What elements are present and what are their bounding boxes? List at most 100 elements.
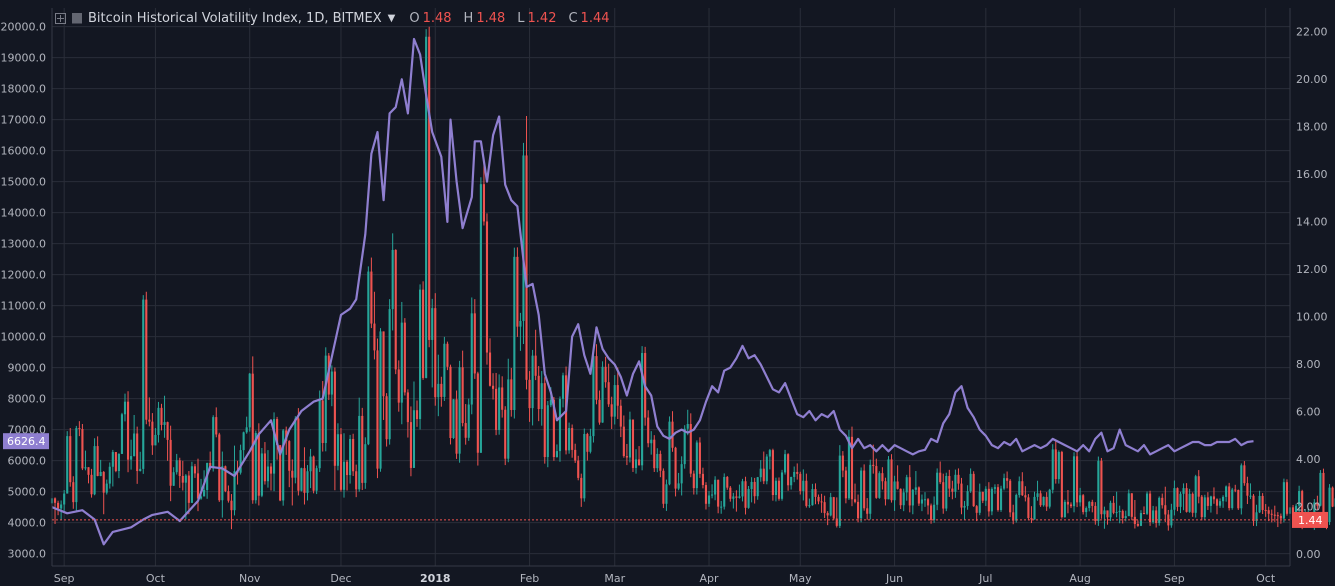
low-value: 1.42 — [527, 10, 557, 26]
symbol-title[interactable]: Bitcoin Historical Volatility Index, 1D,… — [88, 10, 382, 26]
candle-body — [282, 430, 285, 501]
candle-body — [507, 379, 510, 459]
candle-body — [233, 471, 236, 511]
candle-body — [1270, 513, 1273, 515]
candle-body — [303, 468, 306, 493]
axis-badges: 1.44 6626.4 — [3, 433, 1328, 528]
candle-body — [428, 36, 431, 340]
candle-body — [835, 518, 838, 526]
candle-body — [1097, 460, 1100, 522]
open-label: O — [409, 10, 420, 26]
candle-body — [339, 434, 343, 490]
candle-body — [1215, 499, 1219, 506]
x-axis-tick-label: Jun — [885, 572, 903, 585]
candle-body — [890, 459, 893, 501]
candle-body — [999, 488, 1003, 510]
left-axis-tick-label: 20000.0 — [1, 21, 47, 34]
candle-body — [367, 271, 370, 445]
candle-body — [397, 369, 400, 403]
candle-body — [1185, 488, 1188, 512]
candle-body — [1006, 478, 1009, 481]
candle-body — [908, 477, 911, 506]
candle-body — [1127, 493, 1130, 517]
candle-body — [756, 477, 759, 497]
candle-body — [860, 470, 863, 519]
candle-body — [455, 399, 458, 454]
candle-body — [750, 481, 753, 490]
candle-body — [780, 472, 784, 499]
candle-body — [203, 490, 206, 497]
candle-body — [704, 485, 708, 504]
candle-body — [276, 419, 279, 446]
candle-body — [111, 452, 114, 467]
candle-body — [376, 350, 379, 469]
candle-body — [1158, 497, 1161, 524]
candle-body — [583, 433, 586, 499]
candle-body — [452, 399, 455, 439]
candle-body — [522, 155, 525, 321]
candle-body — [1012, 512, 1015, 521]
candle-body — [628, 419, 632, 458]
high-value: 1.48 — [476, 10, 506, 26]
left-axis-tick-label: 14000.0 — [1, 207, 47, 220]
candle-body — [513, 256, 516, 410]
candle-body — [1243, 465, 1246, 484]
candle-body — [321, 400, 324, 444]
candle-body — [528, 379, 531, 409]
candle-body — [686, 424, 689, 429]
price-line — [51, 37, 1254, 546]
right-axis-tick-label: 22.00 — [1296, 26, 1328, 39]
candle-body — [1057, 452, 1060, 480]
candle-body — [549, 399, 552, 406]
chevron-down-icon[interactable]: ▼ — [387, 12, 396, 24]
expand-icon[interactable] — [55, 12, 66, 24]
right-axis-tick-label: 6.00 — [1296, 406, 1321, 419]
candle-body — [634, 459, 638, 468]
open-value: 1.48 — [422, 10, 452, 26]
candle-body — [1094, 505, 1097, 522]
candle-body — [625, 456, 628, 458]
candle-body — [458, 367, 461, 454]
candle-body — [525, 155, 528, 380]
candle-body — [1015, 495, 1018, 521]
candle-body — [172, 472, 175, 486]
candle-body — [485, 221, 489, 353]
candle-body — [665, 484, 668, 504]
candle-body — [1249, 495, 1252, 497]
candle-body — [491, 385, 495, 389]
candle-body — [1316, 502, 1319, 506]
left-axis-tick-label: 15000.0 — [1, 176, 47, 189]
candle-body — [60, 504, 63, 509]
candle-body — [1237, 490, 1240, 509]
candle-body — [181, 476, 184, 483]
candle-body — [297, 418, 300, 491]
candle-body — [99, 471, 102, 477]
candle-body — [1009, 480, 1012, 513]
right-axis-tick-label: 10.00 — [1296, 311, 1328, 324]
symbol-flag-icon[interactable] — [72, 12, 82, 24]
candle-body — [1066, 501, 1070, 505]
candle-body — [571, 428, 574, 450]
candle-body — [224, 466, 227, 492]
candle-body — [926, 499, 930, 506]
candle-body — [1063, 501, 1066, 518]
candle-body — [777, 480, 781, 499]
candle-body — [546, 405, 549, 458]
candle-body — [394, 249, 397, 370]
high-label: H — [463, 10, 474, 26]
candle-body — [260, 453, 263, 496]
candle-body — [1039, 493, 1042, 506]
candle-body — [1109, 502, 1112, 518]
candle-body — [1319, 472, 1322, 506]
candle-body — [896, 481, 899, 489]
candle-body — [1276, 515, 1279, 517]
candle-body — [57, 502, 60, 509]
candle-body — [1121, 510, 1124, 519]
candle-body — [966, 491, 969, 506]
x-axis-tick-label: Feb — [520, 572, 539, 585]
candle-body — [808, 505, 811, 507]
candle-body — [93, 446, 96, 495]
candle-body — [774, 480, 778, 496]
candle-body — [382, 331, 385, 397]
